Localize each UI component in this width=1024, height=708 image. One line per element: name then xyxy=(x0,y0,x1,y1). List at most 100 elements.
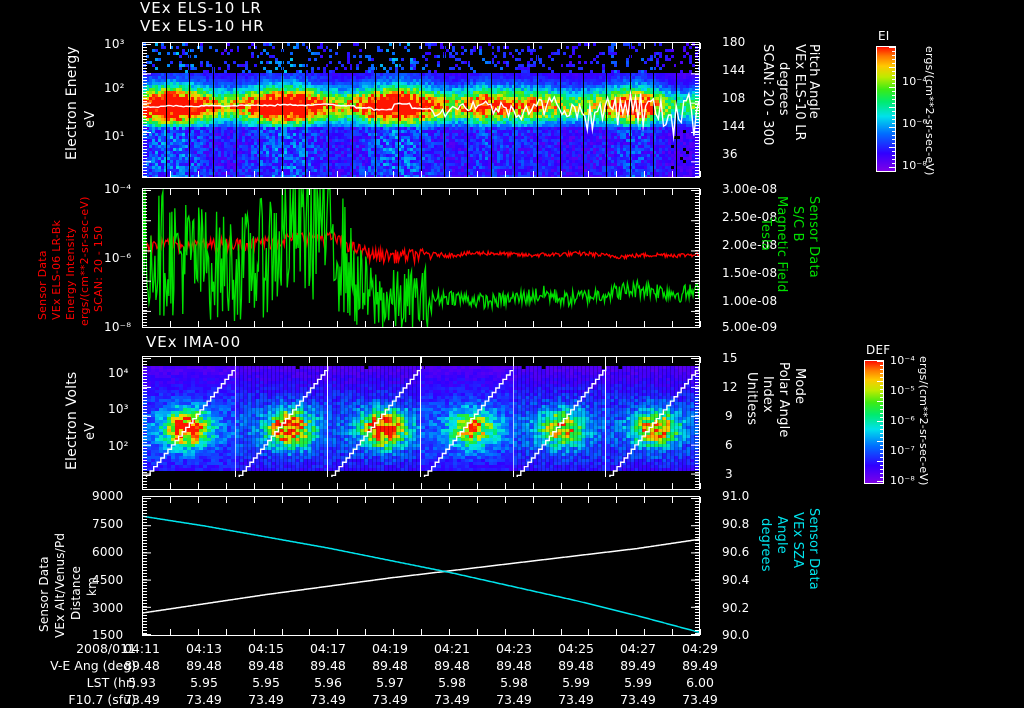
table-cell: 89.48 xyxy=(310,658,346,673)
panel2-ytick-right-6: 5.00e-09 xyxy=(722,320,778,334)
panel2-ylabel-left-1: Sensor Data xyxy=(36,250,49,320)
table-cell: 89.48 xyxy=(434,658,470,673)
panel3-title: VEx IMA-00 xyxy=(146,333,242,351)
panel3-colorbar-tick-4: 10⁻⁷ xyxy=(890,444,916,457)
panel3-ytick-right-1: 15 xyxy=(722,351,738,365)
panel3-ylabel-left: Electron Volts xyxy=(64,371,80,470)
panel3-ytick-right-4: 6 xyxy=(725,438,733,452)
panel3-ytick-1: 10⁴ xyxy=(108,366,129,380)
table-cell: 73.49 xyxy=(558,692,594,707)
table-cell: 04:29 xyxy=(681,641,719,656)
table-cell: 04:17 xyxy=(309,641,347,656)
table-cell: 5.97 xyxy=(376,675,404,690)
panel3-ylabel-right-4: Unitless xyxy=(744,372,759,426)
table-cell: 89.49 xyxy=(682,658,718,673)
panel4-ytick-right-5: 90.2 xyxy=(722,601,750,615)
panel3-spectrogram-canvas xyxy=(143,357,699,489)
panel1-ylabel-right-2: VEx ELS-10 LR xyxy=(792,44,807,141)
panel1-ytick-right-3: 108 xyxy=(722,91,746,105)
panel2-ylabel-left-5: SCAN: 20 - 150 xyxy=(92,225,105,312)
table-cell: 04:25 xyxy=(557,641,595,656)
panel2-ylabel-left-3: Energy Intensity xyxy=(64,226,77,320)
panel3-ytick-2: 10³ xyxy=(108,402,129,416)
panel1-spectrogram-canvas xyxy=(143,43,699,177)
table-cell: 04:21 xyxy=(433,641,471,656)
panel4-ylabel-right-4: degrees xyxy=(758,518,773,572)
panel2-ytick-right-1: 3.00e-08 xyxy=(722,182,778,196)
panel4-ytick-right-1: 91.0 xyxy=(722,489,750,503)
panel1-yunits-left: eV xyxy=(83,110,98,128)
panel4-ytick-3: 6000 xyxy=(92,545,124,559)
panel3-colorbar xyxy=(864,360,884,484)
panel3-ytick-3: 10² xyxy=(108,439,129,453)
panel3-ytick-right-2: 12 xyxy=(722,380,738,394)
table-cell: 5.95 xyxy=(252,675,280,690)
table-cell: 5.99 xyxy=(624,675,652,690)
panel4-ylabel-right-3: Angle xyxy=(774,516,789,554)
panel3-colorbar-tick-2: 10⁻⁵ xyxy=(890,384,916,397)
table-cell: 73.49 xyxy=(496,692,532,707)
panel4-ylabel-left-2: VEx Alt/Venus/Pd xyxy=(53,532,67,638)
table-cell: 73.49 xyxy=(434,692,470,707)
table-cell: 6.00 xyxy=(686,675,714,690)
table-cell: 73.49 xyxy=(682,692,718,707)
panel4-ytick-1: 9000 xyxy=(92,489,124,503)
table-cell: 73.49 xyxy=(186,692,222,707)
panel4-ytick-right-2: 90.8 xyxy=(722,517,750,531)
panel3-colorbar-tick-3: 10⁻⁶ xyxy=(890,414,916,427)
panel2-ytick-right-5: 1.00e-08 xyxy=(722,294,778,308)
panel2-ylabel-right-1: Sensor Data xyxy=(806,196,821,278)
table-cell: 73.49 xyxy=(310,692,346,707)
table-cell: 89.48 xyxy=(558,658,594,673)
table-cell: 5.98 xyxy=(500,675,528,690)
panel1-ytick-right-1: 180 xyxy=(722,35,746,49)
table-cell: 04:23 xyxy=(495,641,533,656)
panel3-ytick-right-5: 3 xyxy=(725,467,733,481)
panel1-ylabel-right-4: SCAN: 20 - 300 xyxy=(760,44,775,146)
table-cell: 73.49 xyxy=(248,692,284,707)
bottom-data-table: 2008/011 V-E Ang (deg) LST (hr) F10.7 (sfu)… xyxy=(0,640,1024,708)
table-cell: 89.48 xyxy=(186,658,222,673)
table-cell: 5.95 xyxy=(190,675,218,690)
table-cell: 04:13 xyxy=(185,641,223,656)
table-cell: 5.99 xyxy=(562,675,590,690)
panel4-ytick-right-4: 90.4 xyxy=(722,573,750,587)
table-cell: 73.49 xyxy=(372,692,408,707)
panel3-ytick-right-3: 9 xyxy=(725,409,733,423)
panel3-colorbar-tick-1: 10⁻⁴ xyxy=(890,354,916,367)
panel1-colorbar-title: EI xyxy=(878,29,890,43)
panel1-colorbar-units: ergs/(cm**2-sr-sec-eV) xyxy=(923,46,936,176)
panel4-ylabel-right-1: Sensor Data xyxy=(806,508,821,590)
panel3-plot-frame xyxy=(142,356,700,490)
panel2-ylabel-right-3: Magnetic Field xyxy=(774,196,789,293)
panel1-ytick-1: 10³ xyxy=(104,37,125,51)
panel3-yunits-left: eV xyxy=(83,422,98,440)
panel1-title-hr: VEx ELS-10 HR xyxy=(140,17,265,35)
panel4-ytick-5: 3000 xyxy=(92,601,124,615)
panel3-ylabel-right-2: Polar Angle xyxy=(776,362,791,438)
panel3-colorbar-tick-5: 10⁻⁸ xyxy=(890,474,916,487)
panel1-ytick-2: 10² xyxy=(104,81,125,95)
panel1-ylabel-right-1: Pitch Angle xyxy=(806,44,821,119)
panel2-lines-canvas xyxy=(143,189,699,327)
panel2-ylabel-left-4: ergs/(cm**2-sr-sec-eV) xyxy=(78,196,91,326)
panel1-ytick-3: 10¹ xyxy=(104,129,125,143)
panel3-colorbar-units: ergs/(cm**2-sr-sec-eV) xyxy=(917,356,930,486)
panel2-ylabel-right-4: Tesla xyxy=(758,218,773,252)
panel2-ytick-1: 10⁻⁴ xyxy=(104,182,132,196)
table-cell: 89.49 xyxy=(620,658,656,673)
panel1-colorbar xyxy=(876,46,896,172)
panel3-ylabel-right-3: Index xyxy=(760,376,775,413)
panel2-plot-frame xyxy=(142,188,700,328)
panel1-ylabel-left: Electron Energy xyxy=(64,46,80,160)
panel1-ytick-right-4: 144 xyxy=(722,119,746,133)
panel1-plot-frame xyxy=(142,42,700,178)
panel2-ylabel-right-2: S/C B xyxy=(790,206,805,242)
panel4-ytick-right-3: 90.6 xyxy=(722,545,750,559)
table-cell: 89.48 xyxy=(124,658,160,673)
panel4-plot-frame xyxy=(142,496,700,636)
panel2-ytick-3: 10⁻⁸ xyxy=(104,320,132,334)
table-cell: 89.48 xyxy=(248,658,284,673)
table-cell: 5.96 xyxy=(314,675,342,690)
